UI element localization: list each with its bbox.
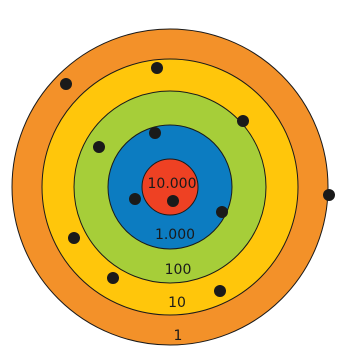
point [323,189,335,201]
point [151,62,163,74]
point [93,141,105,153]
point [60,78,72,90]
ring-label-1000: 1.000 [155,227,195,243]
points [60,62,335,297]
ring-label-100: 100 [165,262,192,278]
ring-10000 [141,158,199,216]
point [129,193,141,205]
point [237,115,249,127]
point [107,272,119,284]
point [167,195,179,207]
point [214,285,226,297]
point [216,206,228,218]
ring-label-10000: 10.000 [148,176,197,192]
point [68,232,80,244]
ring-label-10: 10 [168,295,186,311]
ring-label-1: 1 [174,328,183,344]
point [149,127,161,139]
